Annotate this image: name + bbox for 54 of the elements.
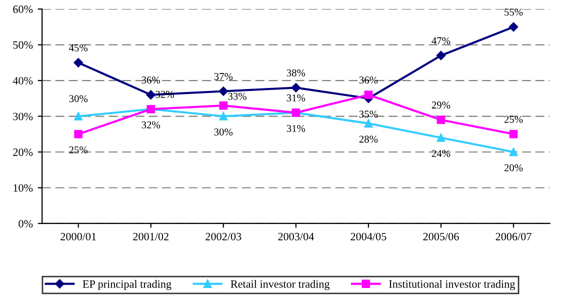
y-tick-label: 0% xyxy=(18,220,33,228)
point xyxy=(364,90,373,99)
data-label: 32% xyxy=(156,90,174,98)
x-tick-label: 2003/04 xyxy=(278,232,314,240)
point xyxy=(364,119,373,128)
x-tick-label: 2000/01 xyxy=(60,232,96,240)
data-label: 28% xyxy=(359,136,378,143)
data-label: 30% xyxy=(214,128,233,136)
legend-label: EP principal trading xyxy=(82,280,172,290)
data-label: 33% xyxy=(228,92,246,100)
data-label: 45% xyxy=(68,44,88,52)
y-tick-label: 40% xyxy=(12,77,33,85)
data-label: 37% xyxy=(214,72,233,80)
point xyxy=(74,130,83,138)
point xyxy=(509,148,518,156)
x-tick-label: 2004/05 xyxy=(350,232,386,240)
point xyxy=(74,58,83,68)
point xyxy=(436,50,446,60)
point xyxy=(218,86,228,96)
data-label: 31% xyxy=(286,124,306,132)
data-label: 32% xyxy=(142,121,160,128)
x-tick-label: 2002/03 xyxy=(206,232,242,240)
point xyxy=(74,112,83,120)
point xyxy=(291,83,301,92)
point xyxy=(509,130,518,138)
y-tick-label: 30% xyxy=(13,112,33,120)
data-label: 55% xyxy=(504,8,523,16)
data-label: 47% xyxy=(432,37,450,44)
data-label: 25% xyxy=(69,146,88,154)
point xyxy=(436,134,446,142)
data-label: 35% xyxy=(359,110,378,118)
point xyxy=(146,90,156,100)
x-tick-label: 2005/06 xyxy=(423,232,459,240)
data-label: 36% xyxy=(359,76,378,84)
y-tick-label: 60% xyxy=(13,6,33,14)
point xyxy=(508,22,518,32)
data-label: 25% xyxy=(504,116,523,123)
data-label: 24% xyxy=(432,150,450,158)
y-tick-label: 50% xyxy=(13,41,33,49)
data-label: 38% xyxy=(286,69,306,76)
point xyxy=(219,101,228,110)
y-tick-label: 10% xyxy=(14,184,33,192)
y-tick-label: 20% xyxy=(13,148,33,156)
point xyxy=(219,112,228,120)
x-tick-label: 2006/07 xyxy=(496,232,532,240)
data-label: 20% xyxy=(504,164,523,172)
data-label: 29% xyxy=(432,102,450,109)
point xyxy=(436,116,446,124)
data-label: 31% xyxy=(286,94,306,102)
data-label: 36% xyxy=(142,76,160,84)
data-label: 30% xyxy=(69,95,88,102)
legend-label: Retail investor trading xyxy=(230,280,330,290)
x-tick-label: 2001/02 xyxy=(133,232,168,240)
legend-label: Institutional investor trading xyxy=(389,280,515,290)
